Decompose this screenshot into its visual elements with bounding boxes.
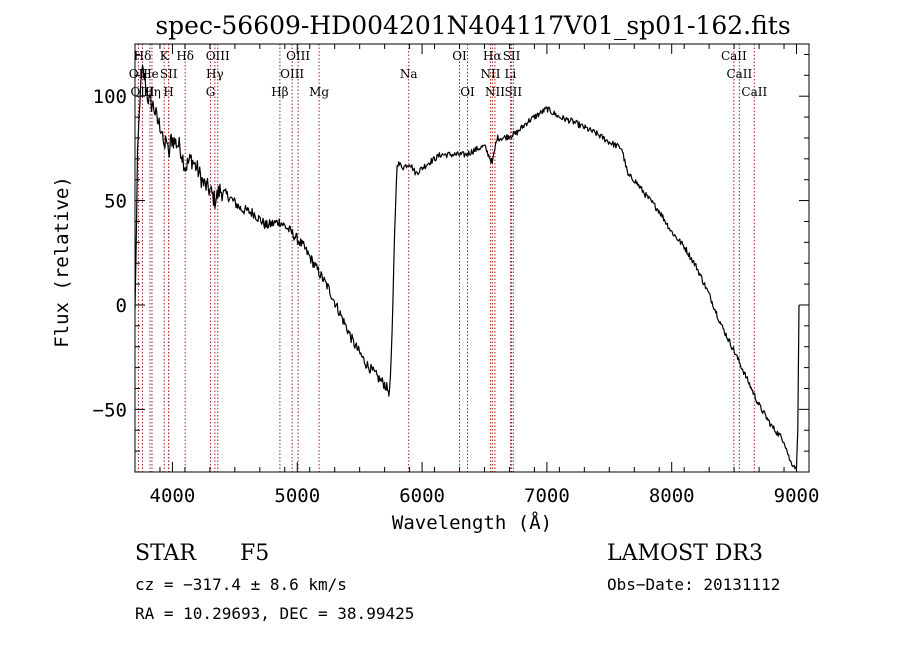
line-label: Hγ: [206, 67, 224, 81]
line-label: NII: [485, 85, 505, 99]
x-tick-label: 5000: [274, 485, 320, 507]
survey-label: LAMOST DR3: [607, 541, 763, 566]
line-label: OIII: [280, 67, 304, 81]
object-class: STAR: [135, 541, 197, 566]
line-label: Li: [505, 67, 517, 81]
x-axis-label: Wavelength (Å): [392, 511, 552, 534]
plot-frame: [134, 43, 810, 473]
line-label: CaII: [741, 85, 767, 99]
line-label: OI: [452, 49, 467, 63]
y-tick-label: −50: [93, 399, 127, 421]
redshift-cz: cz = −317.4 ± 8.6 km/s: [135, 575, 347, 594]
coordinates: RA = 10.29693, DEC = 38.99425: [135, 604, 414, 623]
chart-title: spec-56609-HD004201N404117V01_sp01-162.f…: [155, 11, 790, 40]
x-tick-label: 6000: [399, 485, 445, 507]
line-label: SII: [503, 49, 521, 63]
line-label: CaII: [721, 49, 747, 63]
y-axis-ticks: 100 50 0 −50: [93, 53, 809, 452]
y-axis-label: Flux (relative): [51, 176, 73, 348]
line-label: NII: [480, 67, 500, 81]
line-label: H: [163, 85, 173, 99]
line-label: OIII: [286, 49, 310, 63]
x-tick-label: 9000: [774, 485, 820, 507]
line-label: Hδ: [176, 49, 194, 63]
x-tick-label: 4000: [150, 485, 196, 507]
line-label: SII: [504, 85, 522, 99]
x-tick-label: 7000: [524, 485, 570, 507]
line-label: SII: [160, 67, 178, 81]
observation-date: Obs−Date: 20131112: [607, 575, 780, 594]
x-tick-label: 8000: [649, 485, 695, 507]
line-label: OIII: [206, 49, 230, 63]
y-tick-label: 100: [93, 86, 127, 108]
line-label: Hδ: [134, 49, 152, 63]
spectrum-line: [134, 64, 800, 470]
line-label: OI: [460, 85, 475, 99]
spectral-line-markers: [137, 44, 755, 472]
y-tick-label: 0: [116, 295, 127, 317]
line-label: Na: [400, 67, 418, 81]
line-label: CaII: [726, 67, 752, 81]
x-axis-ticks: 4000 5000 6000 7000 8000 9000: [134, 44, 820, 507]
line-label: Hα: [483, 49, 502, 63]
line-label: Mg: [309, 85, 329, 99]
line-label: Hβ: [271, 85, 288, 99]
line-label: K: [160, 49, 170, 63]
object-subclass: F5: [240, 541, 269, 566]
line-label: G: [206, 85, 216, 99]
y-tick-label: 50: [104, 191, 127, 213]
